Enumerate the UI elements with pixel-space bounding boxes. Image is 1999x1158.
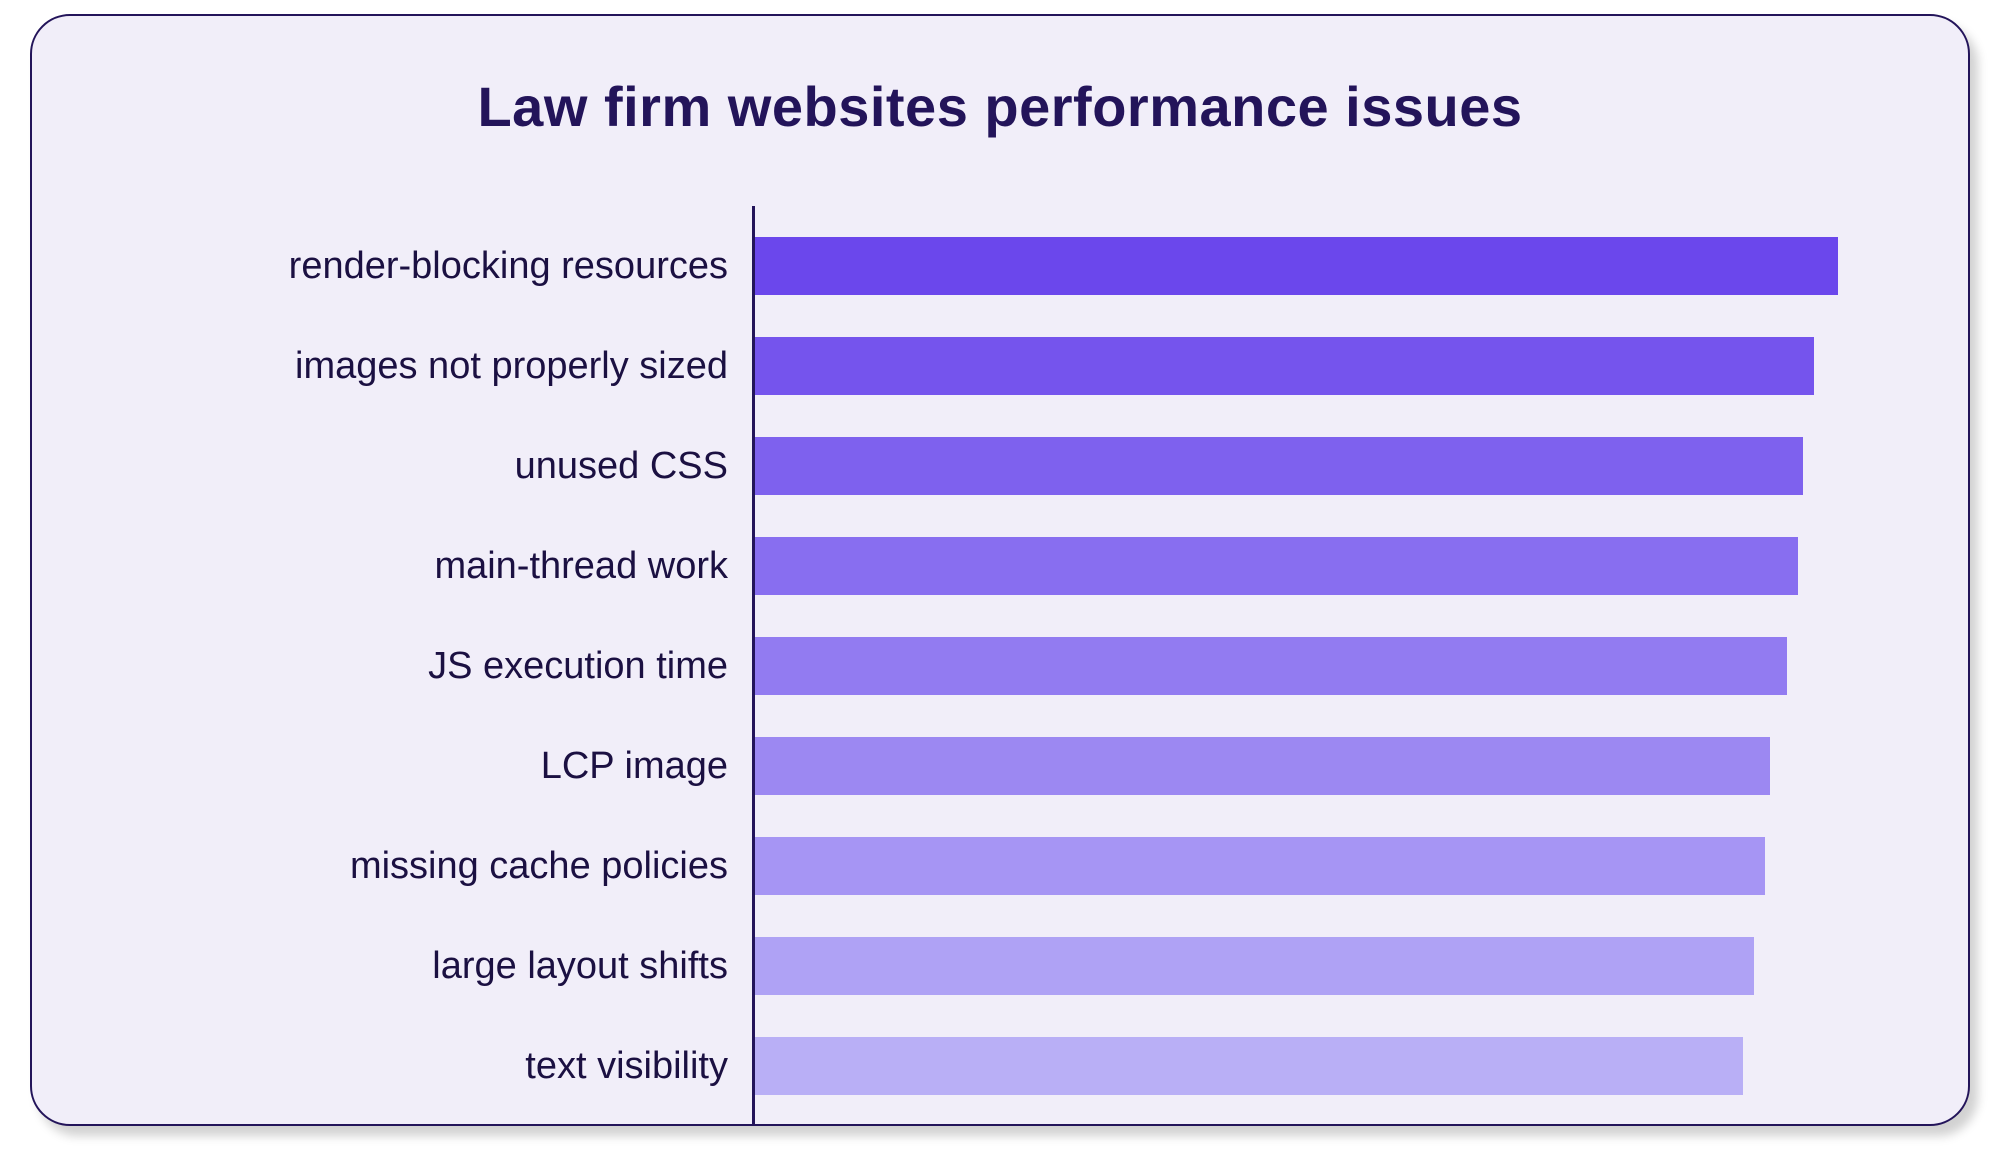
bar-row: unused CSS (162, 416, 1838, 516)
bar-label: main-thread work (162, 545, 752, 588)
bar (755, 337, 1814, 395)
bar (755, 937, 1754, 995)
bar-row: large layout shifts (162, 916, 1838, 1016)
bar-label: large layout shifts (162, 945, 752, 988)
bar-label: JS execution time (162, 645, 752, 688)
bar-label: missing cache policies (162, 845, 752, 888)
bar-column (752, 1016, 1838, 1116)
bar (755, 1037, 1743, 1095)
chart-area: render-blocking resources images not prop… (162, 216, 1838, 1044)
bar-column (752, 616, 1838, 716)
bar-column (752, 816, 1838, 916)
bar-row: text visibility (162, 1016, 1838, 1116)
bar (755, 537, 1798, 595)
bar-row: images not properly sized (162, 316, 1838, 416)
bar-label: LCP image (162, 745, 752, 788)
chart-card: Law firm websites performance issues ren… (30, 14, 1970, 1126)
bar (755, 837, 1765, 895)
bar-row: render-blocking resources (162, 216, 1838, 316)
bar-column (752, 316, 1838, 416)
bar-label: text visibility (162, 1045, 752, 1088)
bar-column (752, 916, 1838, 1016)
bar-row: main-thread work (162, 516, 1838, 616)
bar-column (752, 516, 1838, 616)
bar-label: images not properly sized (162, 345, 752, 388)
bar-column (752, 216, 1838, 316)
bar (755, 637, 1787, 695)
bar-row: missing cache policies (162, 816, 1838, 916)
bar-label: render-blocking resources (162, 245, 752, 288)
bar-row: JS execution time (162, 616, 1838, 716)
bar (755, 737, 1770, 795)
bar-column (752, 416, 1838, 516)
bar (755, 437, 1803, 495)
bar (755, 237, 1838, 295)
bar-label: unused CSS (162, 445, 752, 488)
bar-column (752, 716, 1838, 816)
bar-row: LCP image (162, 716, 1838, 816)
chart-title: Law firm websites performance issues (32, 74, 1968, 139)
